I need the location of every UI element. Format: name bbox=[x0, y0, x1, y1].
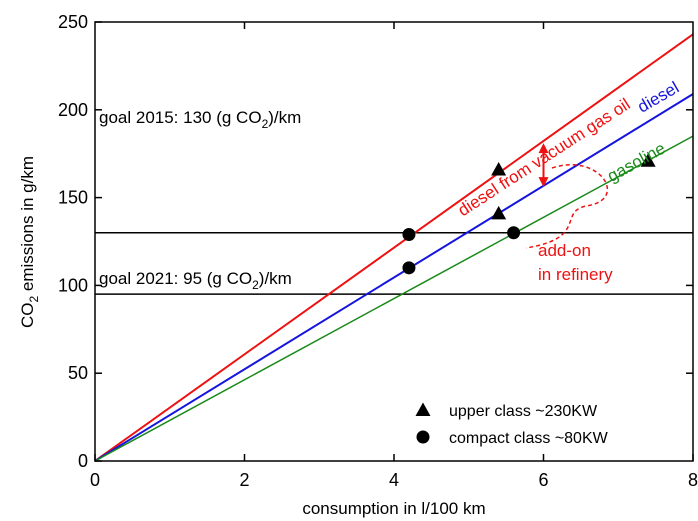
y-tick-label-0: 0 bbox=[78, 451, 88, 471]
series-label-diesel: diesel bbox=[634, 78, 682, 117]
x-tick-label-8: 8 bbox=[688, 470, 698, 490]
upper-class-point-0 bbox=[491, 162, 507, 176]
y-tick-label-150: 150 bbox=[58, 188, 88, 208]
compact-class-point-1 bbox=[402, 261, 416, 275]
compact-class-point-2 bbox=[507, 226, 521, 240]
compact-class-point-0 bbox=[402, 227, 416, 241]
goal-2015-label: goal 2015: 130 (g CO2)/km bbox=[99, 108, 301, 131]
y-tick-label-200: 200 bbox=[58, 100, 88, 120]
x-axis-label: consumption in l/100 km bbox=[302, 499, 485, 518]
series-line-2 bbox=[94, 135, 694, 462]
legend-label-compact-class: compact class ~80KW bbox=[449, 430, 609, 447]
plot-frame bbox=[94, 21, 694, 462]
x-tick-label-4: 4 bbox=[389, 470, 399, 490]
x-tick-label-6: 6 bbox=[538, 470, 548, 490]
series-label-vacuum-diesel: diesel from vacuum gas oil bbox=[454, 95, 633, 221]
series-line-1 bbox=[94, 93, 694, 462]
goal-2021-label: goal 2021: 95 (g CO2)/km bbox=[99, 269, 292, 292]
series-line-0 bbox=[94, 33, 694, 462]
y-tick-label-250: 250 bbox=[58, 12, 88, 32]
x-tick-label-0: 0 bbox=[90, 470, 100, 490]
addon-arrowhead-down bbox=[538, 177, 549, 188]
x-tick-label-2: 2 bbox=[239, 470, 249, 490]
upper-class-point-2 bbox=[640, 153, 656, 167]
addon-arrowhead-up bbox=[538, 143, 549, 154]
series-label-gasoline: gasoline bbox=[604, 139, 669, 186]
addon-label-line1: add-on bbox=[538, 241, 591, 260]
addon-dashed-curve bbox=[525, 164, 608, 249]
y-tick-label-50: 50 bbox=[68, 363, 88, 383]
legend-marker-triangle bbox=[415, 402, 431, 416]
addon-label-line2: in refinery bbox=[538, 265, 613, 284]
y-axis-label: CO2 emissions in g/km bbox=[18, 156, 41, 328]
y-tick-label-100: 100 bbox=[58, 275, 88, 295]
upper-class-point-1 bbox=[491, 205, 507, 220]
legend-label-upper-class: upper class ~230KW bbox=[449, 403, 598, 420]
legend-marker-circle bbox=[416, 430, 430, 444]
